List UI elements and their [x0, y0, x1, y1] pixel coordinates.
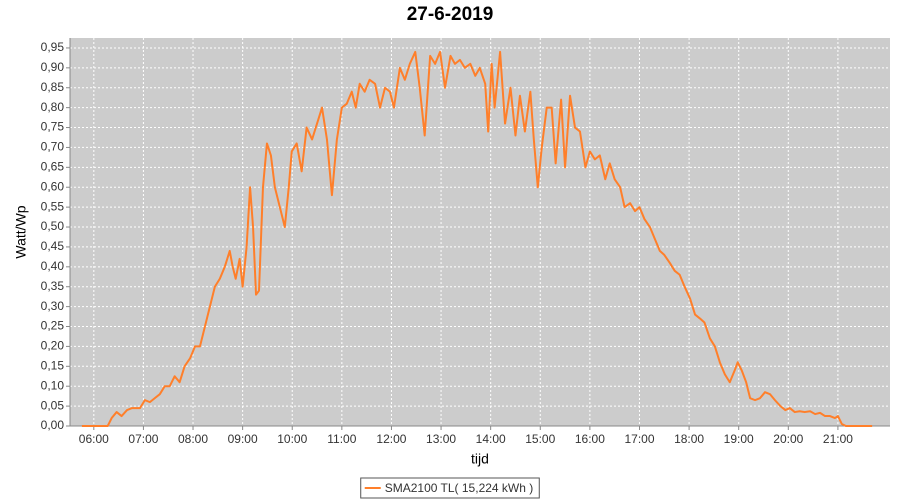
- y-tick-label: 0,45: [41, 239, 65, 253]
- x-tick-label: 12:00: [376, 432, 406, 446]
- x-tick-label: 19:00: [724, 432, 754, 446]
- x-tick-label: 09:00: [228, 432, 258, 446]
- x-tick-label: 10:00: [277, 432, 307, 446]
- x-tick-label: 06:00: [79, 432, 109, 446]
- y-tick-label: 0,55: [41, 199, 65, 213]
- y-axis-title: Watt/Wp: [13, 205, 29, 258]
- y-tick-label: 0,60: [41, 179, 65, 193]
- y-tick-label: 0,10: [41, 378, 65, 392]
- x-tick-label: 15:00: [525, 432, 555, 446]
- legend-label: SMA2100 TL( 15,224 kWh ): [385, 481, 534, 495]
- x-tick-label: 14:00: [476, 432, 506, 446]
- x-tick-label: 20:00: [773, 432, 803, 446]
- y-tick-label: 0,80: [41, 100, 65, 114]
- chart-title: 27-6-2019: [407, 4, 494, 25]
- x-axis-title: tijd: [471, 451, 489, 467]
- data-line: [81, 50, 873, 427]
- y-tick-label: 0,40: [41, 259, 65, 273]
- y-tick-label: 0,90: [41, 60, 65, 74]
- x-tick-label: 13:00: [426, 432, 456, 446]
- y-tick-label: 0,35: [41, 279, 65, 293]
- x-tick-label: 18:00: [674, 432, 704, 446]
- x-tick-label: 17:00: [624, 432, 654, 446]
- x-tick-label: 21:00: [823, 432, 853, 446]
- y-tick-label: 0,95: [41, 40, 65, 54]
- y-tick-label: 0,05: [41, 398, 65, 412]
- x-tick-label: 11:00: [327, 432, 356, 446]
- plot-area: [70, 38, 890, 426]
- x-tick-label: 16:00: [575, 432, 605, 446]
- y-tick-label: 0,75: [41, 120, 65, 134]
- y-tick-label: 0,65: [41, 160, 65, 174]
- y-tick-label: 0,70: [41, 140, 65, 154]
- x-tick-label: 07:00: [128, 432, 158, 446]
- y-tick-label: 0,20: [41, 339, 65, 353]
- y-tick-label: 0,50: [41, 219, 65, 233]
- y-tick-label: 0,30: [41, 299, 65, 313]
- x-tick-label: 08:00: [178, 432, 208, 446]
- legend-box: [360, 477, 540, 499]
- y-tick-label: 0,85: [41, 80, 65, 94]
- y-tick-label: 0,15: [41, 358, 65, 372]
- y-tick-label: 0,25: [41, 319, 65, 333]
- y-tick-label: 0,00: [41, 418, 65, 432]
